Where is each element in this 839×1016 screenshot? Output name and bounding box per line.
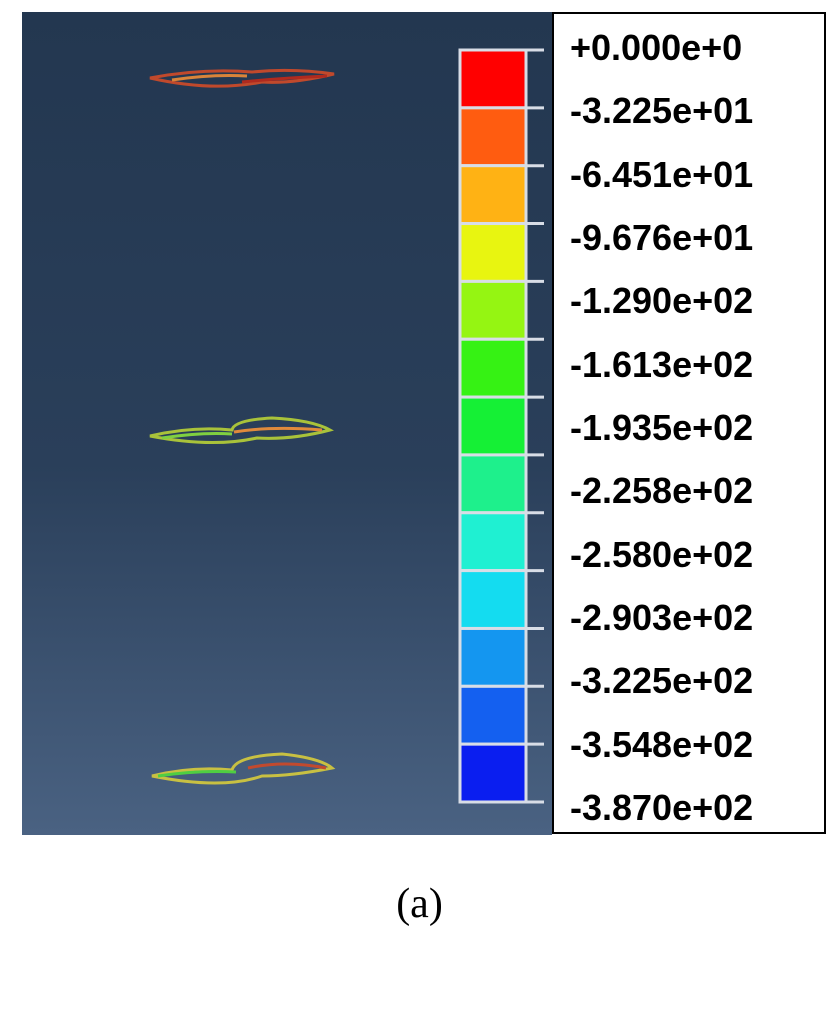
crack-bottom-left — [157, 770, 237, 778]
legend-swatch — [458, 511, 528, 573]
crack-middle-left — [161, 432, 233, 440]
crack-bottom — [151, 752, 336, 785]
legend-swatch — [458, 453, 528, 515]
crack-middle — [149, 416, 334, 445]
legend-label: -2.903e+02 — [570, 597, 754, 638]
crack-top-right — [241, 74, 328, 84]
crack-middle-right — [233, 426, 323, 434]
legend-label-box — [552, 12, 826, 834]
legend-label: -3.870e+02 — [570, 787, 754, 828]
legend-swatch — [458, 684, 528, 746]
legend-swatch — [458, 106, 528, 168]
legend-swatch — [458, 742, 528, 804]
crack-top-outline — [149, 68, 335, 88]
legend-label: -1.290e+02 — [570, 280, 754, 322]
legend-swatch — [458, 337, 528, 399]
legend-swatch — [458, 569, 528, 630]
crack-bottom-right — [247, 762, 327, 770]
legend-swatch — [458, 279, 528, 341]
legend-label: -2.580e+02 — [570, 533, 754, 575]
crack-bottom-outline — [151, 752, 336, 785]
legend-label: -2.258e+02 — [570, 470, 754, 512]
legend-label: -1.613e+02 — [570, 343, 754, 385]
legend-label: +0.000e+0 — [570, 27, 743, 68]
legend-swatch — [458, 164, 528, 226]
legend-label: -3.548e+02 — [570, 723, 754, 765]
legend-label: -9.676e+01 — [570, 217, 754, 258]
legend-swatch — [458, 626, 528, 688]
legend-swatch — [458, 222, 528, 283]
legend-label: -3.225e+02 — [570, 660, 754, 702]
legend-label: -6.451e+01 — [570, 153, 754, 195]
legend-swatch — [458, 48, 528, 110]
crack-middle-outline — [149, 416, 334, 445]
figure-caption: (a) — [396, 881, 443, 927]
model-viewport — [22, 12, 552, 835]
legend-label: -1.935e+02 — [570, 407, 754, 448]
legend-swatch — [458, 395, 528, 457]
crack-top-inner — [171, 74, 248, 82]
legend-label: -3.225e+01 — [570, 90, 754, 132]
crack-shapes — [149, 48, 544, 804]
crack-top — [149, 68, 335, 88]
legend-colorbar — [458, 48, 544, 804]
